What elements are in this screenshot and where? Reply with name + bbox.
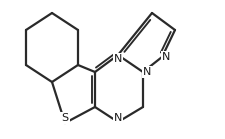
Text: N: N bbox=[142, 67, 151, 77]
Text: N: N bbox=[113, 54, 122, 64]
Text: N: N bbox=[113, 113, 122, 123]
Text: S: S bbox=[61, 113, 68, 123]
Text: N: N bbox=[161, 52, 169, 62]
